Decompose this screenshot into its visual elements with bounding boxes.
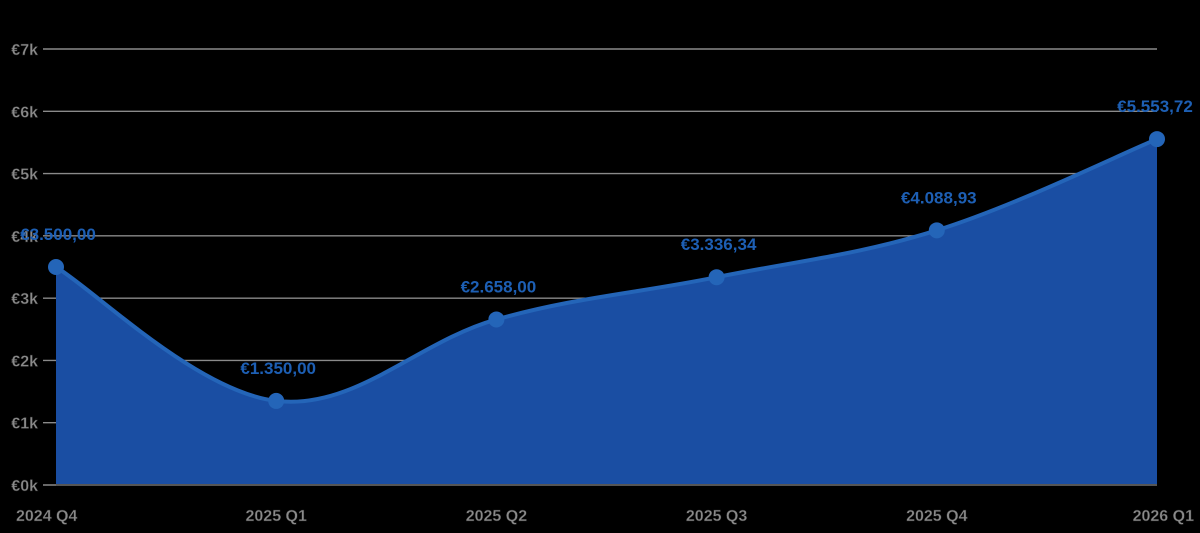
data-point: [708, 269, 725, 286]
x-tick-label: 2026 Q1: [1133, 508, 1194, 525]
data-point: [488, 311, 505, 328]
y-tick-label: €7k: [11, 42, 38, 59]
y-tick-label: €2k: [11, 353, 38, 370]
x-tick-label: 2025 Q1: [246, 508, 307, 525]
x-tick-label: 2024 Q4: [16, 508, 77, 525]
y-tick-label: €1k: [11, 416, 38, 433]
y-tick-label: €0k: [11, 478, 38, 495]
data-label: €4.088,93: [901, 188, 977, 207]
data-point: [48, 259, 64, 275]
y-tick-label: €4k: [11, 229, 38, 246]
data-label: €3.500,00: [20, 225, 96, 244]
y-tick-label: €5k: [11, 167, 38, 184]
x-tick-label: 2025 Q4: [906, 508, 967, 525]
data-label: €3.336,34: [681, 235, 757, 254]
x-tick-label: 2025 Q2: [466, 508, 527, 525]
data-labels: €3.500,00 €1.350,00 €2.658,00 €3.336,34 €4.0…: [20, 97, 1193, 378]
data-label: €5.553,72: [1117, 97, 1193, 116]
y-tick-label: €6k: [11, 104, 38, 121]
data-point: [268, 392, 285, 409]
data-label: €2.658,00: [461, 277, 537, 296]
x-tick-label: 2025 Q3: [686, 508, 747, 525]
data-points: [48, 131, 1165, 409]
data-point: [1149, 131, 1165, 148]
series-line: [54, 137, 1158, 404]
area-fill: [56, 139, 1157, 485]
data-point: [928, 222, 945, 239]
data-label: €1.350,00: [240, 359, 316, 378]
x-axis: 2024 Q4 2025 Q1 2025 Q2 2025 Q3 2025 Q4 2026 …: [16, 508, 1194, 525]
y-tick-label: €3k: [11, 291, 38, 308]
y-axis: €0k €1k €2k €3k €4k €5k €6k €7k: [11, 42, 38, 495]
